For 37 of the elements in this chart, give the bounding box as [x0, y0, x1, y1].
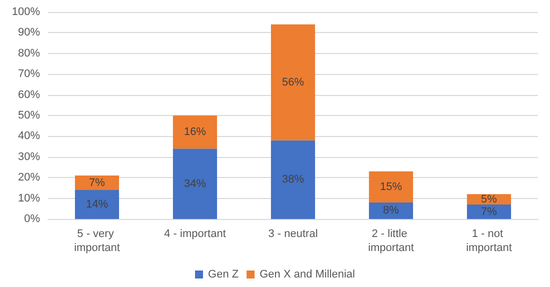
y-tick-label: 30%	[18, 150, 40, 163]
data-label: 56%	[282, 76, 304, 88]
bar	[74, 190, 120, 219]
x-tick-label: 2 - little important	[368, 228, 414, 254]
bar	[368, 171, 414, 202]
data-label: 38%	[282, 174, 304, 186]
y-tick-label: 70%	[18, 68, 40, 80]
y-tick-label: 50%	[18, 110, 40, 122]
data-label: 16%	[184, 126, 206, 138]
bar	[172, 116, 218, 149]
legend-label: Gen X and Millenial	[260, 268, 355, 280]
data-label: 15%	[380, 180, 402, 193]
y-tick-label: 100%	[12, 6, 40, 18]
bar	[172, 148, 218, 219]
x-tick-label: 3 - neutral	[268, 228, 318, 240]
bar	[466, 204, 512, 219]
x-tick-label: 1 - not important	[466, 228, 512, 254]
data-label: 7%	[481, 206, 498, 218]
data-label: 14%	[86, 198, 108, 211]
bar	[270, 140, 316, 219]
x-tick-label: 4 - important	[164, 228, 226, 240]
y-tick-label: 80%	[18, 47, 40, 60]
data-label: 34%	[184, 178, 206, 190]
x-tick-label: 5 - very important	[74, 228, 120, 254]
y-tick-label: 40%	[18, 130, 40, 142]
bar	[368, 202, 414, 219]
y-tick-label: 10%	[18, 192, 40, 204]
bar	[270, 24, 316, 140]
data-label: 5%	[481, 193, 498, 206]
data-label: 8%	[383, 204, 400, 217]
y-tick-label: 60%	[18, 88, 40, 101]
y-tick-label: 20%	[18, 172, 40, 184]
y-tick-label: 90%	[18, 26, 40, 39]
bar	[74, 176, 120, 190]
legend-label: Gen Z	[208, 268, 239, 280]
y-tick-label: 0%	[24, 213, 40, 225]
data-label: 7%	[89, 176, 106, 189]
